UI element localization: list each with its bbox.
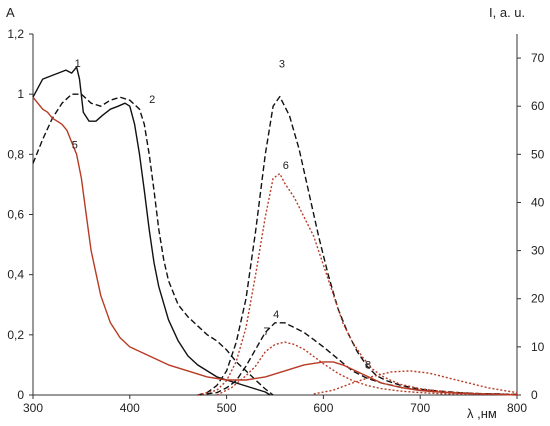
curve-label-7: 7 <box>263 326 269 338</box>
curve-label-2: 2 <box>149 94 155 106</box>
series-line-4 <box>197 322 518 396</box>
series-line-6 <box>197 172 518 396</box>
axes: 300 400 500 600 700 800 0 0,2 0,4 0,6 0,8 1 1,2 0 10 20… <box>7 27 544 415</box>
y-left-tick-label: 0,4 <box>7 268 24 282</box>
y-right-tick-label: 0 <box>531 388 538 402</box>
y-axis-left-title: A <box>6 5 15 20</box>
series-lines <box>32 66 518 396</box>
y-left-tick-label: 0 <box>17 388 24 402</box>
curve-label-5: 5 <box>72 139 78 151</box>
curve-label-1: 1 <box>75 58 81 70</box>
x-tick-label: 600 <box>313 401 333 415</box>
series-line-8 <box>313 370 518 395</box>
y-right-tick-label: 20 <box>531 292 545 306</box>
y-right-tick-label: 40 <box>531 195 545 209</box>
y-right-tick-label: 70 <box>531 51 545 65</box>
curve-label-6: 6 <box>283 160 289 172</box>
x-tick-label: 300 <box>23 401 43 415</box>
x-tick-label: 500 <box>217 401 237 415</box>
x-axis-title: λ ,нм <box>467 406 497 421</box>
y-right-tick-label: 30 <box>531 244 545 258</box>
curve-label-4: 4 <box>273 309 279 321</box>
curve-label-3: 3 <box>279 59 285 71</box>
y-left-tick-label: 0,8 <box>7 147 24 161</box>
y-right-tick-label: 60 <box>531 99 545 113</box>
series-line-7 <box>216 341 518 396</box>
y-right-tick-label: 50 <box>531 147 545 161</box>
y-left-tick-label: 0,6 <box>7 208 24 222</box>
y-left-tick-label: 1 <box>17 87 24 101</box>
curve-labels: 1 2 3 4 5 6 7 8 <box>72 58 371 371</box>
x-tick-label: 400 <box>120 401 140 415</box>
y-left-tick-label: 1,2 <box>7 27 24 41</box>
y-axis-right-title: I, a. u. <box>489 5 525 20</box>
curve-label-8: 8 <box>365 360 371 372</box>
y-left-tick-label: 0,2 <box>7 328 24 342</box>
series-line-5 <box>32 96 518 396</box>
x-tick-label: 700 <box>410 401 430 415</box>
series-line-2 <box>32 93 274 396</box>
y-right-tick-label: 10 <box>531 340 545 354</box>
series-line-3 <box>197 95 518 396</box>
x-tick-label: 800 <box>507 401 527 415</box>
